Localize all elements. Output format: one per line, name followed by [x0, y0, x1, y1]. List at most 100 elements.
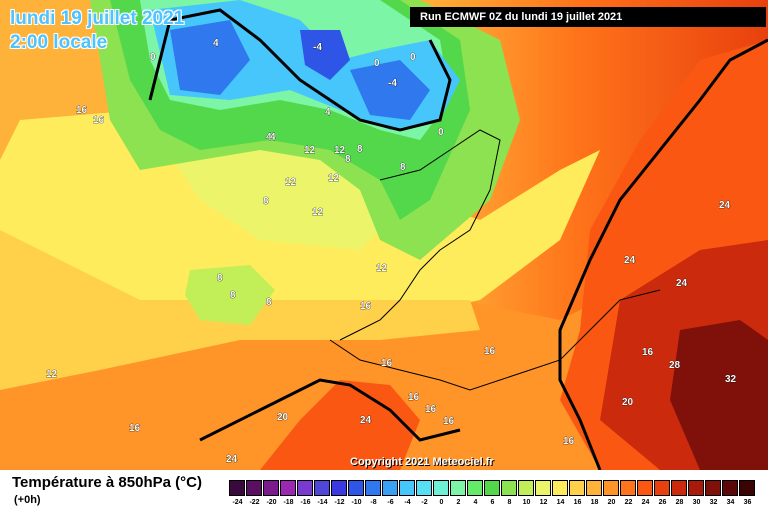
scale-tick-label: -16: [300, 499, 311, 506]
isotherm-label: 0: [438, 127, 444, 138]
scale-swatch: [535, 480, 551, 496]
scale-tick-label: -12: [334, 499, 345, 506]
isotherm-label: 16: [408, 392, 420, 403]
scale-tick-label: 12: [539, 499, 548, 506]
isotherm-label: 16: [93, 115, 105, 126]
scale-swatch: [688, 480, 704, 496]
scale-swatch: [331, 480, 347, 496]
scale-swatch: [382, 480, 398, 496]
isotherm-label: -4: [388, 78, 397, 89]
scale-tick-label: -4: [404, 499, 411, 506]
temp-zone-minus4-west: [170, 20, 250, 95]
temp-zone-minus4-core: [300, 30, 350, 80]
color-scale-labels: -24 -22 -20 -18 -16 -14 -12 -10 -8 -6 -4 -2 0 2 4 6 8 10 1…: [229, 499, 756, 506]
scale-tick-label: -24: [232, 499, 243, 506]
scale-tick-label: 26: [658, 499, 667, 506]
scale-swatch: [569, 480, 585, 496]
scale-tick-label: 14: [556, 499, 565, 506]
scale-tick-label: 10: [522, 499, 531, 506]
isotherm-20: [199, 38, 768, 470]
scale-tick-label: 24: [641, 499, 650, 506]
scale-tick-label: 32: [709, 499, 718, 506]
scale-tick-label: -18: [283, 499, 294, 506]
legend-subtitle: (+0h): [14, 494, 41, 506]
isotherm-label: 8: [263, 196, 269, 207]
scale-swatch: [637, 480, 653, 496]
scale-swatch: [246, 480, 262, 496]
isotherm-label: 28: [669, 360, 681, 371]
temp-zone-minus4-east: [350, 60, 430, 120]
scale-swatch: [450, 480, 466, 496]
scale-tick-label: -6: [387, 499, 394, 506]
scale-swatch: [263, 480, 279, 496]
scale-swatch: [297, 480, 313, 496]
isotherm-label: 12: [376, 263, 388, 274]
isotherm-label: 16: [642, 347, 654, 358]
scale-swatch: [467, 480, 483, 496]
map-date-title: lundi 19 juillet 2021: [10, 8, 185, 29]
scale-tick-label: -14: [317, 499, 328, 506]
legend-title: Température à 850hPa (°C): [12, 474, 202, 491]
run-info-banner: Run ECMWF 0Z du lundi 19 juillet 2021: [410, 7, 766, 27]
scale-swatch: [229, 480, 245, 496]
color-scale: [229, 480, 756, 496]
isotherm-label: 16: [425, 404, 437, 415]
isotherm-label: 24: [676, 278, 688, 289]
scale-swatch: [348, 480, 364, 496]
scale-swatch: [501, 480, 517, 496]
isotherm-label: -4: [313, 42, 322, 53]
scale-swatch: [416, 480, 432, 496]
isotherm-label: 12: [328, 173, 340, 184]
isotherm-label: 16: [484, 346, 496, 357]
scale-tick-label: 6: [490, 499, 495, 506]
scale-tick-label: 34: [726, 499, 735, 506]
scale-swatch: [484, 480, 500, 496]
coastline: [329, 129, 661, 391]
isotherm-label: 20: [622, 397, 634, 408]
scale-tick-label: 4: [473, 499, 478, 506]
scale-swatch: [620, 480, 636, 496]
scale-swatch: [314, 480, 330, 496]
scale-tick-label: 0: [439, 499, 444, 506]
isotherm-label: 24: [360, 415, 372, 426]
scale-tick-label: 36: [743, 499, 752, 506]
scale-swatch: [518, 480, 534, 496]
scale-swatch: [603, 480, 619, 496]
scale-swatch: [671, 480, 687, 496]
isotherm-label: 0: [410, 52, 416, 63]
scale-swatch: [722, 480, 738, 496]
scale-swatch: [552, 480, 568, 496]
isotherm-label: 4: [266, 132, 272, 143]
scale-swatch: [586, 480, 602, 496]
temp-zone-8-sea: [185, 265, 275, 325]
isotherm-label: 12: [334, 145, 346, 156]
scale-tick-label: -8: [370, 499, 377, 506]
isotherm-0: [148, 8, 452, 132]
isotherm-label: 4: [213, 38, 219, 49]
isotherm-label: 8: [400, 162, 406, 173]
isotherm-label: 32: [725, 374, 737, 385]
isotherm-label: 8: [345, 154, 351, 165]
isotherm-label: 16: [381, 358, 393, 369]
isotherm-label: 12: [304, 145, 316, 156]
temp-zone-30: [670, 320, 768, 470]
isotherm-label: 16: [129, 423, 141, 434]
scale-swatch: [365, 480, 381, 496]
scale-tick-label: 18: [590, 499, 599, 506]
scale-tick-label: 20: [607, 499, 616, 506]
scale-swatch: [705, 480, 721, 496]
isotherm-label: 24: [719, 200, 731, 211]
copyright-text: Copyright 2021 Meteociel.fr: [350, 456, 494, 468]
isotherm-label: 16: [563, 436, 575, 447]
isotherm-label: 16: [76, 105, 88, 116]
scale-swatch: [399, 480, 415, 496]
scale-swatch: [739, 480, 755, 496]
scale-tick-label: 2: [456, 499, 461, 506]
map-time-title: 2:00 locale: [10, 32, 108, 53]
isotherm-label: 12: [312, 207, 324, 218]
isotherm-label: 0: [150, 52, 156, 63]
scale-tick-label: -20: [266, 499, 277, 506]
scale-tick-label: 8: [507, 499, 512, 506]
